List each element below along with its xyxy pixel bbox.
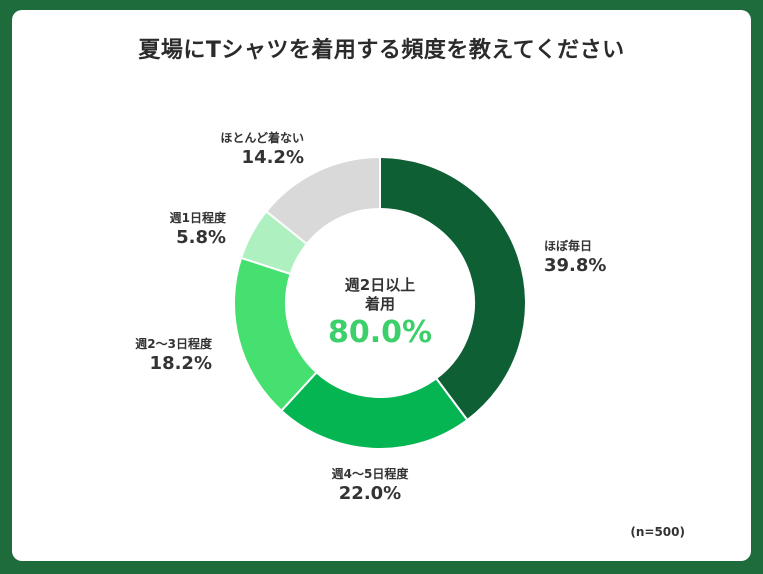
- slice-label-3: 週2～3日程度: [135, 336, 213, 351]
- chart-card: 夏場にTシャツを着用する頻度を教えてください ほぼ毎日 39.8% 週4～5日程度 2…: [12, 10, 751, 561]
- center-label-line1: 週2日以上: [345, 276, 415, 294]
- slice-1: [379, 155, 527, 422]
- center-value: 80.0%: [328, 315, 432, 350]
- slice-2: [279, 370, 469, 450]
- sample-size-note: (n=500): [630, 525, 685, 539]
- slice-label-1: ほぼ毎日: [544, 238, 592, 253]
- slice-value-1: 39.8%: [544, 255, 606, 276]
- center-label-line2: 着用: [364, 295, 395, 313]
- slice-label-2: 週4～5日程度: [332, 466, 410, 481]
- slice-5: [264, 155, 381, 246]
- slice-value-4: 5.8%: [176, 227, 226, 248]
- slice-label-4: 週1日程度: [170, 210, 227, 225]
- slice-label-5: ほとんど着ない: [220, 130, 304, 145]
- slice-value-2: 22.0%: [339, 483, 401, 504]
- chart-title: 夏場にTシャツを着用する頻度を教えてください: [138, 38, 625, 63]
- slice-value-5: 14.2%: [242, 147, 304, 168]
- slice-value-3: 18.2%: [150, 353, 212, 374]
- donut-chart: ほぼ毎日 39.8% 週4～5日程度 22.0% 週2～3日程度 18.2% 週1日程度 5.…: [135, 130, 606, 504]
